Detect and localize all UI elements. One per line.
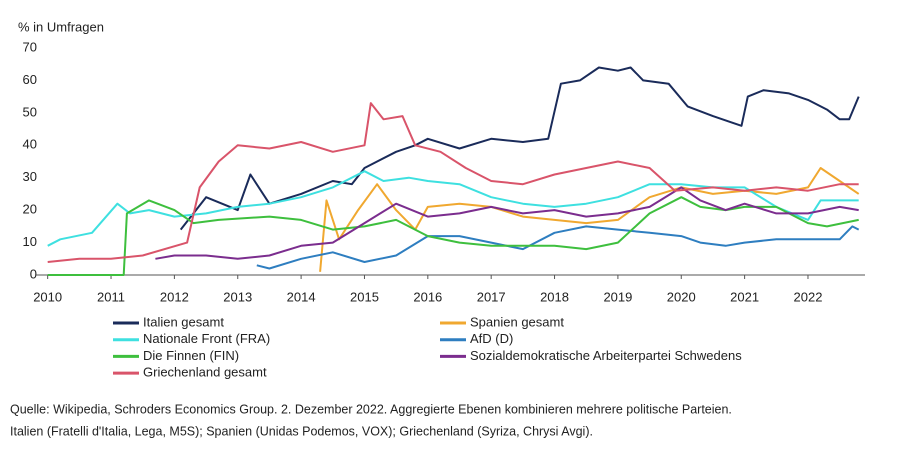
x-tick-label: 2012 <box>160 289 189 304</box>
x-tick-label: 2011 <box>97 289 125 304</box>
legend-label: Italien gesamt <box>143 314 224 329</box>
x-tick-label: 2015 <box>350 289 379 304</box>
x-tick-label: 2017 <box>477 289 506 304</box>
y-tick-label: 40 <box>23 137 37 152</box>
legend-label: Nationale Front (FRA) <box>143 331 270 346</box>
x-tick-label: 2013 <box>223 289 252 304</box>
legend-label: Sozialdemokratische Arbeiterpartei Schwe… <box>470 348 742 363</box>
legend-label: Spanien gesamt <box>470 314 564 329</box>
x-tick-label: 2016 <box>413 289 442 304</box>
y-tick-label: 70 <box>23 39 37 54</box>
x-tick-label: 2022 <box>794 289 823 304</box>
series-line <box>155 186 859 260</box>
x-tick-label: 2020 <box>667 289 696 304</box>
y-tick-label: 0 <box>30 266 37 281</box>
y-tick-label: 10 <box>23 234 37 249</box>
series-line <box>319 167 860 272</box>
legend-label: Griechenland gesamt <box>143 365 267 380</box>
y-tick-label: 30 <box>23 169 37 184</box>
source-note: Quelle: Wikipedia, Schroders Economics G… <box>10 402 732 416</box>
x-tick-label: 2019 <box>603 289 632 304</box>
series-line <box>179 66 860 231</box>
series-line <box>47 102 859 263</box>
y-tick-label: 60 <box>23 72 37 87</box>
y-tick-label: 50 <box>23 104 37 119</box>
series-line <box>256 225 860 270</box>
y-tick-label: 20 <box>23 202 37 217</box>
legend-label: Die Finnen (FIN) <box>143 348 239 363</box>
legend-label: AfD (D) <box>470 331 513 346</box>
x-tick-label: 2014 <box>287 289 316 304</box>
x-tick-label: 2010 <box>33 289 62 304</box>
x-tick-label: 2018 <box>540 289 569 304</box>
y-axis-label: % in Umfragen <box>18 19 104 34</box>
series-line <box>47 196 859 276</box>
source-note: Italien (Fratelli d'Italia, Lega, M5S); … <box>10 424 593 438</box>
x-tick-label: 2021 <box>730 289 759 304</box>
